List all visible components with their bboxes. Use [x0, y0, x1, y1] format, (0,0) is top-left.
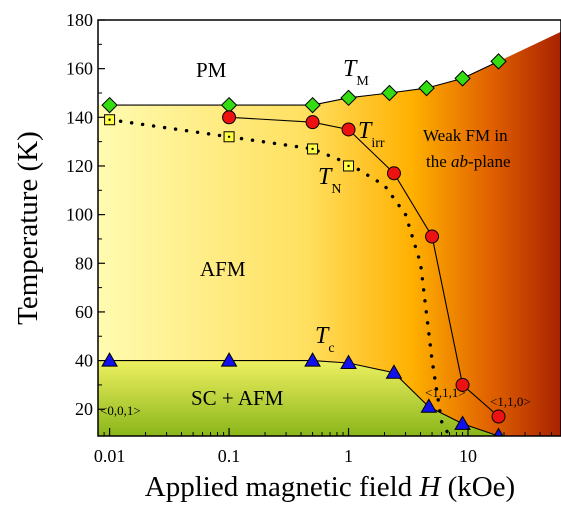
series-1-point-6: [491, 409, 506, 424]
series-3-point-5: [420, 398, 438, 413]
weak-fm-label-line1: Weak FM in: [423, 126, 508, 145]
series-3-point-4: [385, 364, 403, 379]
y-axis-title: Temperature (K): [12, 131, 44, 325]
y-tick-label: 40: [75, 351, 93, 371]
y-tick-label: 60: [75, 302, 93, 322]
series-label-t-c: Tc: [315, 323, 335, 356]
sc-afm-region-label: SC + AFM: [191, 386, 284, 410]
series-3-point-0: [101, 352, 118, 367]
direction-label-001: <0,0,1>: [100, 403, 141, 418]
x-tick-label: 0.01: [94, 446, 126, 466]
series-1-point-5: [455, 377, 470, 392]
weak-fm-label-line2: the ab-plane: [426, 152, 511, 171]
series-3-point-6: [454, 415, 471, 430]
series-2-point-1: [223, 131, 235, 143]
series-0-point-7: [490, 53, 507, 70]
plot-frame: [97, 19, 561, 437]
series-1-point-4: [425, 229, 440, 244]
series-markers: [101, 53, 507, 436]
series-0-point-5: [418, 79, 435, 97]
x-tick-label: 1: [344, 446, 353, 466]
series-1-point-1: [305, 115, 320, 130]
plot-background: [98, 31, 561, 436]
y-tick-label: 160: [66, 59, 93, 79]
series-2-point-2: [307, 143, 319, 155]
series-0-point-6: [454, 70, 471, 87]
series-line-3: [109, 360, 499, 436]
series-label-t-irr: Tirr: [358, 118, 385, 151]
direction-label-111: <1,1,1>: [425, 385, 466, 400]
series-3-point-2: [304, 352, 321, 367]
series-0-point-4: [381, 84, 398, 102]
axis-ticks: 20 40 60 80 100 120 140 160 180 0.01 0.1 1 10: [66, 10, 561, 466]
series-label-t-n: TN: [318, 164, 341, 197]
series-2-point-3: [343, 160, 355, 172]
x-axis-title: Applied magnetic field H (kOe): [145, 471, 515, 503]
afm-region-label: AFM: [200, 257, 246, 281]
series-3-point-7: [493, 427, 504, 436]
x-tick-label: 10: [459, 446, 477, 466]
ordered-phase-region: [98, 31, 561, 436]
y-tick-label: 140: [66, 107, 93, 127]
y-tick-label: 180: [66, 10, 93, 30]
y-tick-label: 100: [66, 205, 93, 225]
series-1-point-0: [222, 110, 237, 125]
y-tick-label: 20: [75, 399, 93, 419]
y-tick-label: 80: [75, 253, 93, 273]
series-0-point-3: [340, 89, 357, 107]
series-2-point-0: [104, 114, 116, 126]
series-0-point-2: [304, 96, 321, 114]
series-3-point-3: [340, 354, 357, 370]
y-tick-label: 120: [66, 156, 93, 176]
series-1-point-2: [341, 122, 356, 137]
pm-region-label: PM: [196, 58, 227, 82]
x-tick-label: 0.1: [218, 446, 241, 466]
series-label-t-m: TM: [343, 56, 369, 89]
direction-label-110: <1,1,0>: [490, 394, 531, 409]
series-1-point-3: [386, 166, 401, 181]
series-3-point-1: [220, 352, 238, 367]
series-0-point-0: [101, 96, 118, 114]
sc-afm-region: [98, 360, 499, 436]
